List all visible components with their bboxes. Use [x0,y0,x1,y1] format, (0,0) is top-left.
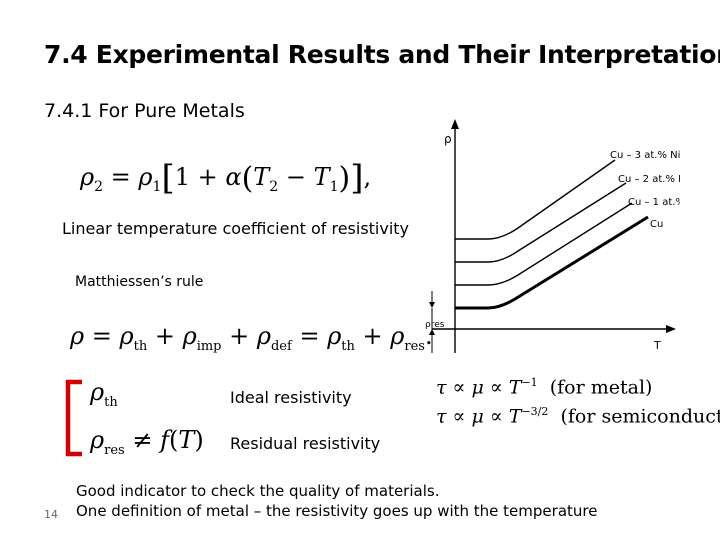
y-axis-label: ρ [444,132,452,146]
curve-label-cu: Cu [650,219,663,230]
ideal-resistivity-label: Ideal resistivity [230,388,352,407]
linear-coefficient-caption: Linear temperature coefficient of resist… [62,219,410,238]
curve-cu-1ni [455,202,633,286]
curve-label-cu-3ni: Cu – 3 at.% Ni [610,150,680,161]
curve-cu-3ni [455,159,616,240]
matthiessen-caption: Matthiessen’s rule [75,274,204,290]
y-axis-arrow [451,119,459,129]
rho-res-relation: ρres ≠ f(T) [90,426,204,458]
section-subtitle: 7.4.1 For Pure Metals [44,100,245,122]
rho-res-arrow-up [429,329,435,335]
x-axis-label: T [653,339,661,352]
rho-res-arrow-down [429,302,435,308]
curve-label-cu-2ni: Cu – 2 at.% Ni [618,174,680,185]
tau-metal-relation: τ ∝ μ ∝ T−1 (for metal) [436,376,653,399]
rho-res-label: ρres [425,320,445,330]
curve-cu-2ni [455,182,627,263]
tau-semiconductor-relation: τ ∝ μ ∝ T−3/2 (for semiconductor) [436,405,720,428]
resistivity-temperature-figure: ρ T ρres Cu – 3 at.% Ni Cu – 2 at.% Ni C… [425,119,680,353]
page-number: 14 [44,508,58,521]
curve-label-cu-1ni: Cu – 1 at.% Ni [628,197,680,208]
curve-cu [455,215,649,310]
rho-th-symbol: ρth [90,378,118,410]
x-axis-arrow [666,325,676,333]
bottom-line-2: One definition of metal – the resistivit… [76,502,598,520]
residual-resistivity-label: Residual resistivity [230,434,381,453]
red-bracket [65,379,82,457]
matthiessen-equation: ρ = ρth + ρimp + ρdef = ρth + ρres. [70,322,433,354]
slide-title: 7.4 Experimental Results and Their Inter… [44,40,720,69]
bottom-line-1: Good indicator to check the quality of m… [76,482,440,500]
rho2-equation: ρ2 = ρ1[1 + α(T2 − T1)], [80,158,372,198]
